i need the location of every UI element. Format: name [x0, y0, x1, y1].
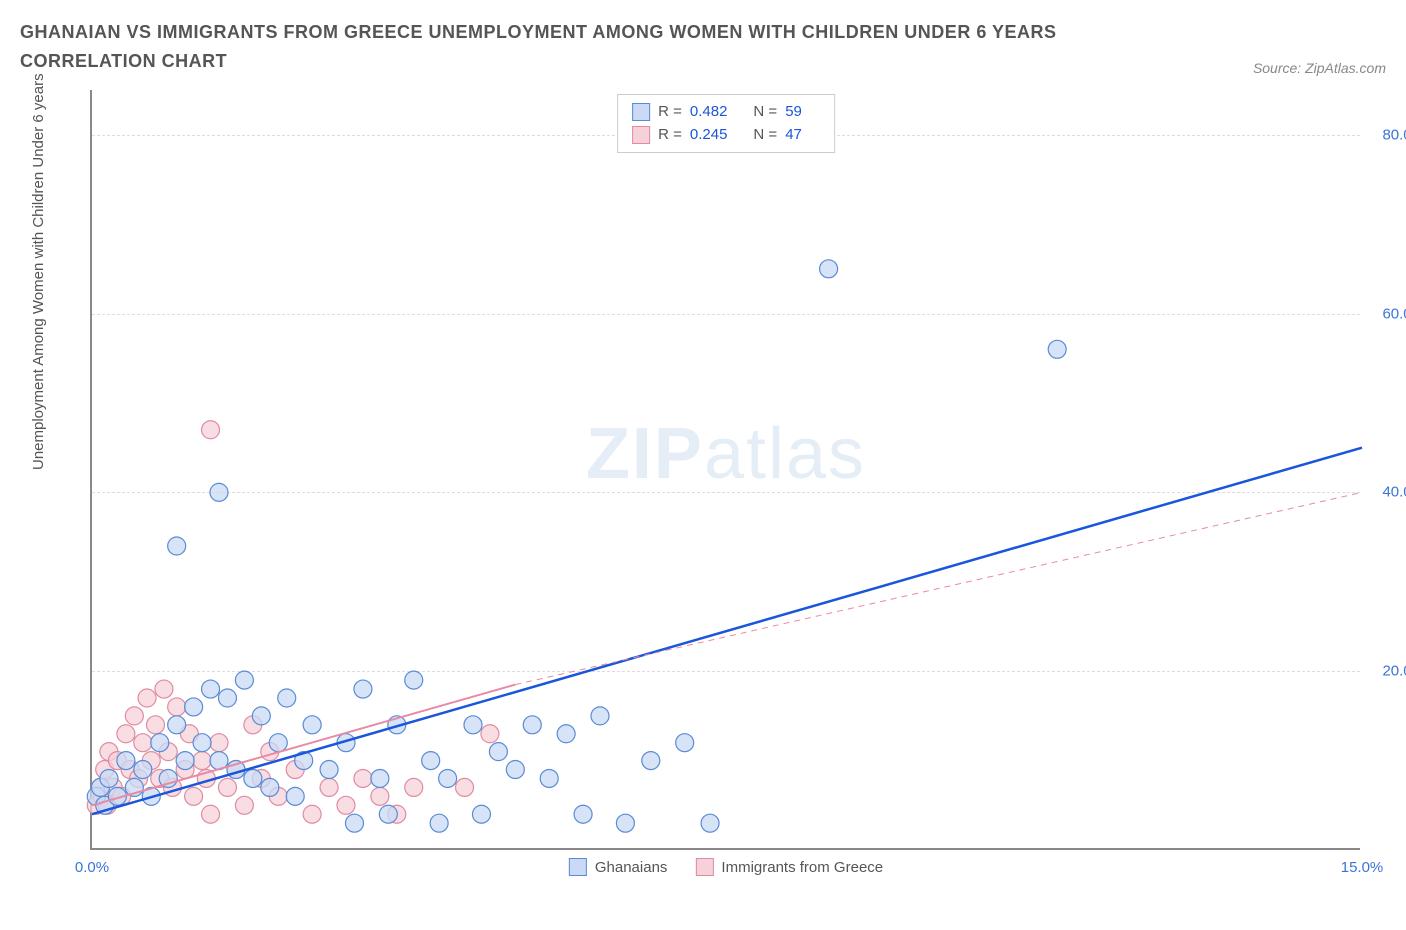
y-tick-label: 40.0%: [1382, 484, 1406, 501]
chart-title: GHANAIAN VS IMMIGRANTS FROM GREECE UNEMP…: [20, 18, 1140, 76]
stat-n-ghanaians: 59: [785, 101, 802, 124]
stat-r-label: R =: [658, 124, 682, 147]
stat-n-label: N =: [753, 101, 777, 124]
title-bar: GHANAIAN VS IMMIGRANTS FROM GREECE UNEMP…: [0, 0, 1406, 82]
bottom-legend: Ghanaians Immigrants from Greece: [569, 858, 883, 876]
legend-label-greece: Immigrants from Greece: [721, 859, 883, 876]
legend-item-greece: Immigrants from Greece: [695, 858, 883, 876]
y-tick-label: 20.0%: [1382, 663, 1406, 680]
y-axis-label: Unemployment Among Women with Children U…: [30, 73, 47, 470]
scatter-plot: [92, 90, 1360, 848]
stats-row-ghanaians: R = 0.482 N = 59: [632, 101, 820, 124]
swatch-ghanaians: [632, 103, 650, 121]
stats-row-greece: R = 0.245 N = 47: [632, 124, 820, 147]
y-tick-label: 60.0%: [1382, 305, 1406, 322]
stat-n-label: N =: [753, 124, 777, 147]
x-tick-label: 15.0%: [1341, 859, 1384, 876]
legend-swatch-greece: [695, 858, 713, 876]
stat-r-ghanaians: 0.482: [690, 101, 728, 124]
plot-box: ZIPatlas R = 0.482 N = 59 R = 0.245 N = …: [90, 90, 1360, 850]
stat-n-greece: 47: [785, 124, 802, 147]
stats-box: R = 0.482 N = 59 R = 0.245 N = 47: [617, 94, 835, 153]
chart-area: ZIPatlas R = 0.482 N = 59 R = 0.245 N = …: [60, 90, 1380, 880]
y-tick-label: 80.0%: [1382, 126, 1406, 143]
legend-label-ghanaians: Ghanaians: [595, 859, 668, 876]
stat-r-label: R =: [658, 101, 682, 124]
swatch-greece: [632, 126, 650, 144]
x-tick-label: 0.0%: [75, 859, 109, 876]
source-attribution: Source: ZipAtlas.com: [1253, 60, 1386, 76]
legend-swatch-ghanaians: [569, 858, 587, 876]
legend-item-ghanaians: Ghanaians: [569, 858, 668, 876]
stat-r-greece: 0.245: [690, 124, 728, 147]
